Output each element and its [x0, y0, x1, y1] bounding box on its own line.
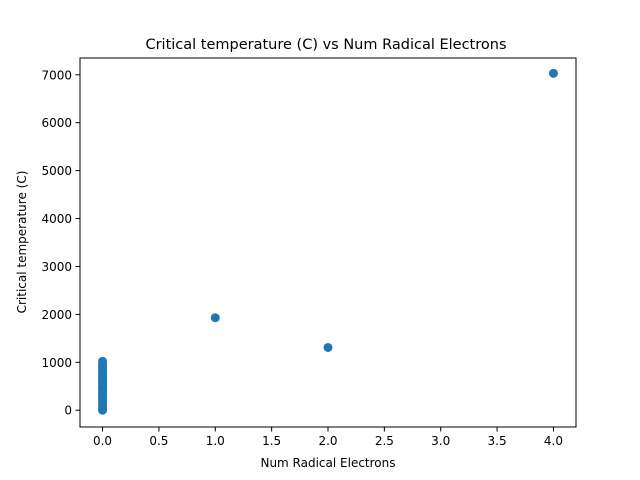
- y-tick-label: 0: [64, 404, 72, 418]
- x-tick-label: 0.5: [149, 434, 168, 448]
- chart-title: Critical temperature (C) vs Num Radical …: [145, 37, 506, 53]
- x-tick-label: 1.5: [262, 434, 281, 448]
- x-axis: 0.0 0.5 1.0 1.5 2.0 2.5 3.0 3.5 4.0: [93, 427, 563, 448]
- data-point: [98, 356, 108, 366]
- x-tick-label: 1.0: [206, 434, 225, 448]
- plot-area: [98, 68, 558, 415]
- x-axis-label: Num Radical Electrons: [260, 456, 395, 470]
- y-axis: 0 1000 2000 3000 4000 5000 6000 7000: [41, 68, 80, 418]
- data-point: [210, 313, 220, 323]
- y-tick-label: 2000: [41, 308, 72, 322]
- y-tick-label: 4000: [41, 212, 72, 226]
- y-tick-label: 7000: [41, 68, 72, 82]
- data-point: [323, 342, 333, 352]
- x-tick-label: 3.5: [488, 434, 507, 448]
- x-tick-label: 0.0: [93, 434, 112, 448]
- y-tick-label: 1000: [41, 356, 72, 370]
- x-tick-label: 2.0: [318, 434, 337, 448]
- y-axis-label: Critical temperature (C): [15, 171, 29, 314]
- y-tick-label: 3000: [41, 260, 72, 274]
- x-tick-label: 2.5: [375, 434, 394, 448]
- x-tick-label: 3.0: [431, 434, 450, 448]
- y-tick-label: 6000: [41, 116, 72, 130]
- y-tick-label: 5000: [41, 164, 72, 178]
- x-tick-label: 4.0: [544, 434, 563, 448]
- data-point: [548, 68, 558, 78]
